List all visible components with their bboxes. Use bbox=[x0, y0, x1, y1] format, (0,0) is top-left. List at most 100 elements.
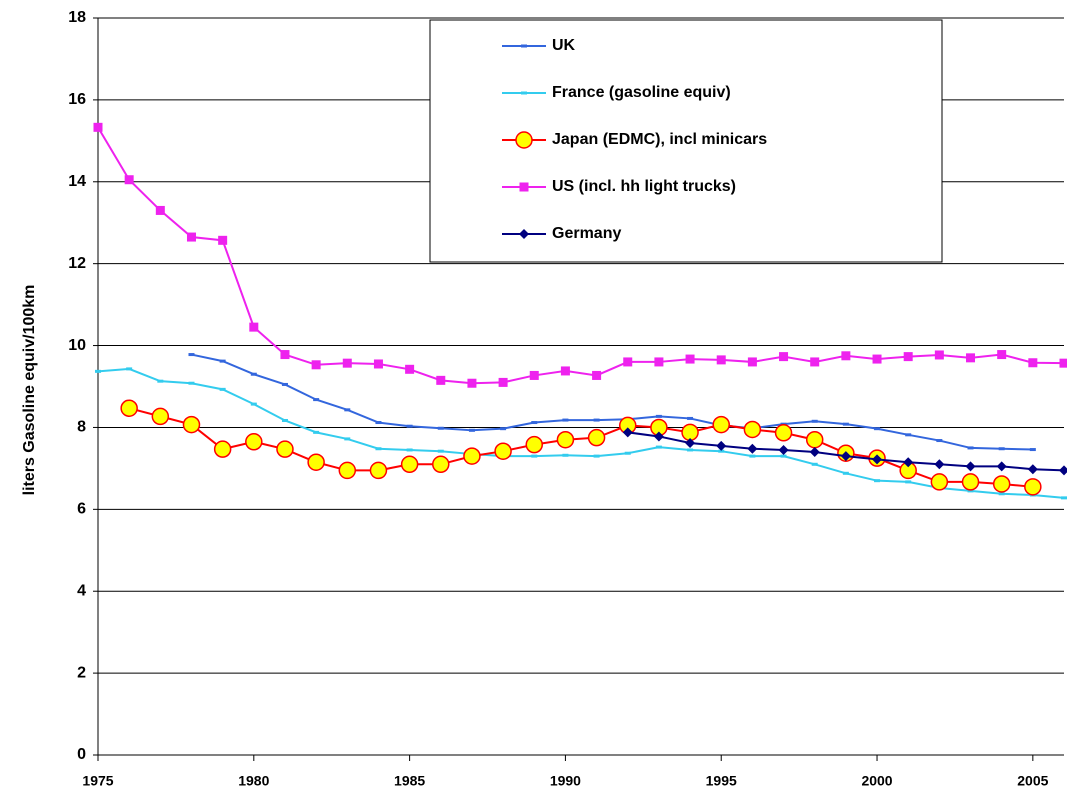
data-point bbox=[744, 421, 760, 437]
data-point bbox=[968, 446, 974, 449]
y-tick-label: 14 bbox=[68, 173, 86, 190]
legend-label: Germany bbox=[552, 225, 621, 242]
data-point bbox=[812, 463, 818, 466]
data-point bbox=[526, 437, 542, 453]
data-point bbox=[405, 365, 414, 374]
data-point bbox=[810, 357, 819, 366]
data-point bbox=[873, 355, 882, 364]
data-point bbox=[682, 424, 698, 440]
x-tick-label: 1985 bbox=[394, 773, 425, 789]
data-point bbox=[905, 480, 911, 483]
data-point bbox=[1059, 465, 1067, 475]
data-point bbox=[589, 430, 605, 446]
data-point bbox=[246, 434, 262, 450]
data-point bbox=[407, 425, 413, 428]
data-point bbox=[370, 462, 386, 478]
data-point bbox=[687, 448, 693, 451]
data-point bbox=[495, 443, 511, 459]
data-point bbox=[905, 433, 911, 436]
data-point bbox=[436, 376, 445, 385]
data-point bbox=[282, 383, 288, 386]
data-point bbox=[339, 462, 355, 478]
data-point bbox=[374, 359, 383, 368]
data-point bbox=[188, 353, 194, 356]
data-point bbox=[935, 350, 944, 359]
data-point bbox=[251, 373, 257, 376]
data-point bbox=[807, 432, 823, 448]
y-tick-label: 2 bbox=[77, 664, 86, 681]
data-point bbox=[344, 408, 350, 411]
y-tick-label: 6 bbox=[77, 501, 86, 518]
data-point bbox=[779, 445, 789, 455]
data-point bbox=[156, 206, 165, 215]
legend-label: UK bbox=[552, 37, 576, 54]
data-point bbox=[530, 371, 539, 380]
data-point bbox=[282, 419, 288, 422]
x-tick-label: 1990 bbox=[550, 773, 581, 789]
data-point bbox=[183, 417, 199, 433]
x-tick-label: 1995 bbox=[706, 773, 737, 789]
legend-label: Japan (EDMC), incl minicars bbox=[552, 131, 767, 148]
data-point bbox=[748, 357, 757, 366]
legend-marker bbox=[520, 183, 529, 192]
data-point bbox=[656, 415, 662, 418]
data-point bbox=[249, 323, 258, 332]
data-point bbox=[375, 447, 381, 450]
data-point bbox=[1030, 448, 1036, 451]
data-point bbox=[343, 359, 352, 368]
data-point bbox=[531, 455, 537, 458]
data-point bbox=[997, 461, 1007, 471]
data-point bbox=[344, 437, 350, 440]
data-point bbox=[713, 417, 729, 433]
data-point bbox=[994, 476, 1010, 492]
data-point bbox=[686, 355, 695, 364]
data-point bbox=[375, 421, 381, 424]
data-point bbox=[623, 357, 632, 366]
data-point bbox=[218, 236, 227, 245]
data-point bbox=[251, 403, 257, 406]
data-point bbox=[277, 441, 293, 457]
x-tick-label: 1980 bbox=[238, 773, 269, 789]
data-point bbox=[656, 446, 662, 449]
data-point bbox=[562, 454, 568, 457]
data-point bbox=[687, 417, 693, 420]
data-point bbox=[781, 455, 787, 458]
data-point bbox=[841, 351, 850, 360]
data-point bbox=[934, 459, 944, 469]
data-point bbox=[280, 350, 289, 359]
data-point bbox=[407, 448, 413, 451]
data-point bbox=[125, 175, 134, 184]
data-point bbox=[95, 370, 101, 373]
x-tick-label: 1975 bbox=[82, 773, 113, 789]
data-point bbox=[966, 353, 975, 362]
data-point bbox=[904, 352, 913, 361]
data-point bbox=[467, 379, 476, 388]
data-point bbox=[220, 360, 226, 363]
data-point bbox=[1060, 359, 1067, 368]
data-point bbox=[936, 439, 942, 442]
data-point bbox=[152, 408, 168, 424]
data-point bbox=[557, 432, 573, 448]
data-point bbox=[966, 461, 976, 471]
data-point bbox=[464, 448, 480, 464]
data-point bbox=[716, 441, 726, 451]
data-point bbox=[592, 371, 601, 380]
series-line bbox=[98, 369, 1064, 498]
data-point bbox=[594, 455, 600, 458]
data-point bbox=[313, 431, 319, 434]
data-point bbox=[561, 366, 570, 375]
data-point bbox=[438, 427, 444, 430]
data-point bbox=[812, 420, 818, 423]
data-point bbox=[402, 456, 418, 472]
legend-label: France (gasoline equiv) bbox=[552, 84, 731, 101]
data-point bbox=[1025, 479, 1041, 495]
data-point bbox=[963, 474, 979, 490]
data-point bbox=[1028, 464, 1038, 474]
data-point bbox=[997, 350, 1006, 359]
data-point bbox=[1028, 358, 1037, 367]
data-point bbox=[312, 360, 321, 369]
data-point bbox=[999, 447, 1005, 450]
data-point bbox=[874, 427, 880, 430]
